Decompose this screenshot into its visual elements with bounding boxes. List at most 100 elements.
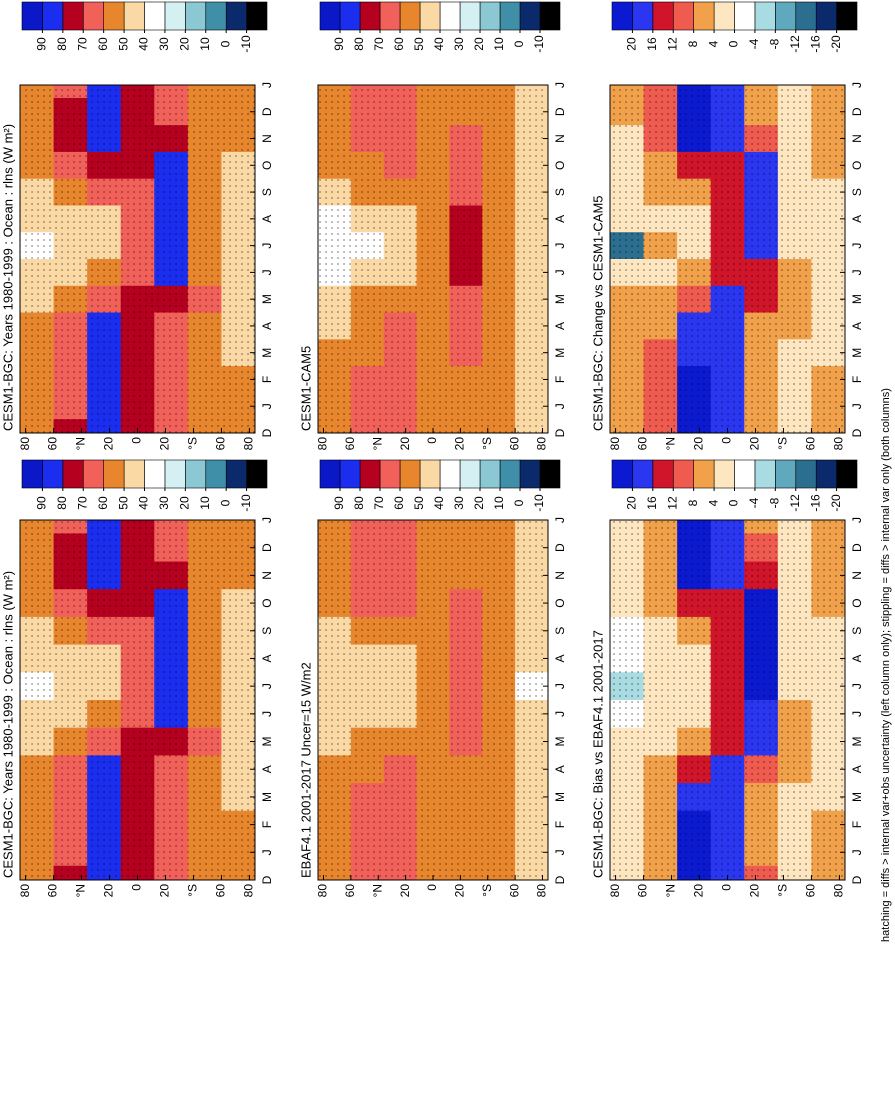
- x-tick-label: S: [553, 188, 567, 196]
- colorbar-box: [205, 1, 227, 31]
- x-tick-label: D: [260, 875, 274, 884]
- colorbar-box: [836, 459, 858, 489]
- x-tick-label: D: [553, 107, 567, 116]
- colorbar-label: 70: [372, 496, 386, 510]
- x-tick-label: A: [850, 322, 864, 330]
- colorbar-label: 50: [116, 37, 130, 51]
- x-tick-label: A: [260, 765, 274, 773]
- x-tick-label: M: [260, 792, 274, 802]
- x-tick-label: J: [553, 403, 567, 409]
- x-tick-label: D: [260, 428, 274, 437]
- panel-title: CESM1-BGC: Change vs CESM1-CAM5: [590, 195, 605, 431]
- colorbar-box: [144, 1, 166, 31]
- x-tick-label: J: [260, 683, 274, 689]
- colorbar-label: 60: [392, 37, 406, 51]
- x-tick-label: O: [553, 598, 567, 607]
- colorbar-box: [539, 459, 561, 489]
- x-tick-label: A: [850, 654, 864, 662]
- y-tick-label: 60: [46, 437, 60, 451]
- colorbar-label: -10: [239, 494, 253, 512]
- colorbar-label: -16: [808, 35, 822, 53]
- y-tick-label: 20: [748, 884, 762, 898]
- y-tick-label: 0: [720, 437, 734, 444]
- y-tick-label: 80: [18, 437, 32, 451]
- colorbar-box: [652, 1, 674, 31]
- colorbar-label: 60: [96, 496, 110, 510]
- y-tick-label: 60: [507, 437, 521, 451]
- colorbar-label: 8: [686, 499, 700, 506]
- colorbar-box: [713, 1, 735, 31]
- y-tick-label: 60: [804, 884, 818, 898]
- stippling: [20, 520, 255, 880]
- colorbar-label: 20: [625, 496, 639, 510]
- colorbar-box: [123, 459, 145, 489]
- colorbar-label: -20: [829, 35, 843, 53]
- x-tick-label: S: [850, 627, 864, 635]
- x-tick-label: O: [850, 161, 864, 170]
- colorbar-box: [164, 459, 186, 489]
- colorbar-label: 20: [178, 496, 192, 510]
- x-tick-label: D: [850, 875, 864, 884]
- x-tick-label: F: [553, 821, 567, 828]
- x-tick-label: N: [553, 571, 567, 580]
- colorbar-label: -4: [747, 497, 761, 508]
- colorbar-label: 20: [625, 37, 639, 51]
- colorbar-box: [672, 1, 694, 31]
- colorbar-label: 40: [137, 496, 151, 510]
- panel-title: EBAF4.1 2001-2017 Uncer=15 W/m2: [298, 662, 313, 878]
- x-tick-label: M: [260, 348, 274, 358]
- colorbar-label: 0: [218, 40, 232, 47]
- colorbar-box: [82, 1, 104, 31]
- y-tick-label: 80: [832, 437, 846, 451]
- x-tick-label: J: [850, 269, 864, 275]
- x-tick-label: M: [850, 348, 864, 358]
- x-tick-label: M: [260, 294, 274, 304]
- x-tick-label: J: [260, 517, 274, 523]
- colorbar-label: 90: [35, 496, 49, 510]
- colorbar-label: 8: [686, 40, 700, 47]
- colorbar-label: 12: [665, 496, 679, 510]
- x-tick-label: A: [260, 322, 274, 330]
- colorbar-box: [775, 459, 797, 489]
- x-tick-label: D: [553, 875, 567, 884]
- colorbar-box: [246, 1, 268, 31]
- colorbar-box: [339, 459, 361, 489]
- colorbar-box: [419, 459, 441, 489]
- colorbar-label: 10: [198, 37, 212, 51]
- colorbar-label: 0: [512, 40, 526, 47]
- colorbar-box: [399, 1, 421, 31]
- y-tick-label: °N: [664, 884, 678, 897]
- colorbar-label: 60: [392, 496, 406, 510]
- colorbar-label: -4: [747, 38, 761, 49]
- colorbar-label: 40: [432, 496, 446, 510]
- x-tick-label: S: [260, 627, 274, 635]
- x-tick-label: F: [260, 821, 274, 828]
- colorbar-label: 10: [198, 496, 212, 510]
- y-tick-label: 80: [18, 884, 32, 898]
- stippling: [318, 85, 548, 433]
- panel-title: CESM1-BGC: Years 1980-1999 : Ocean : rln…: [0, 571, 15, 878]
- y-tick-label: 0: [720, 884, 734, 891]
- colorbar-label: 10: [492, 496, 506, 510]
- x-tick-label: D: [260, 107, 274, 116]
- y-tick-label: 20: [398, 884, 412, 898]
- x-tick-label: J: [850, 243, 864, 249]
- x-tick-label: F: [850, 821, 864, 828]
- colorbar-box: [795, 459, 817, 489]
- colorbar-box: [754, 459, 776, 489]
- x-tick-label: A: [553, 322, 567, 330]
- x-tick-label: A: [553, 654, 567, 662]
- y-tick-label: °S: [776, 437, 790, 450]
- x-tick-label: J: [260, 403, 274, 409]
- x-tick-label: J: [553, 243, 567, 249]
- x-tick-label: J: [850, 683, 864, 689]
- colorbar-box: [123, 1, 145, 31]
- colorbar-box: [611, 459, 633, 489]
- colorbar-box: [611, 1, 633, 31]
- colorbar-box: [439, 459, 461, 489]
- colorbar-box: [459, 1, 481, 31]
- colorbar-label: 30: [157, 496, 171, 510]
- y-tick-label: °N: [370, 437, 384, 450]
- colorbar-box: [379, 459, 401, 489]
- y-tick-label: °S: [480, 884, 494, 897]
